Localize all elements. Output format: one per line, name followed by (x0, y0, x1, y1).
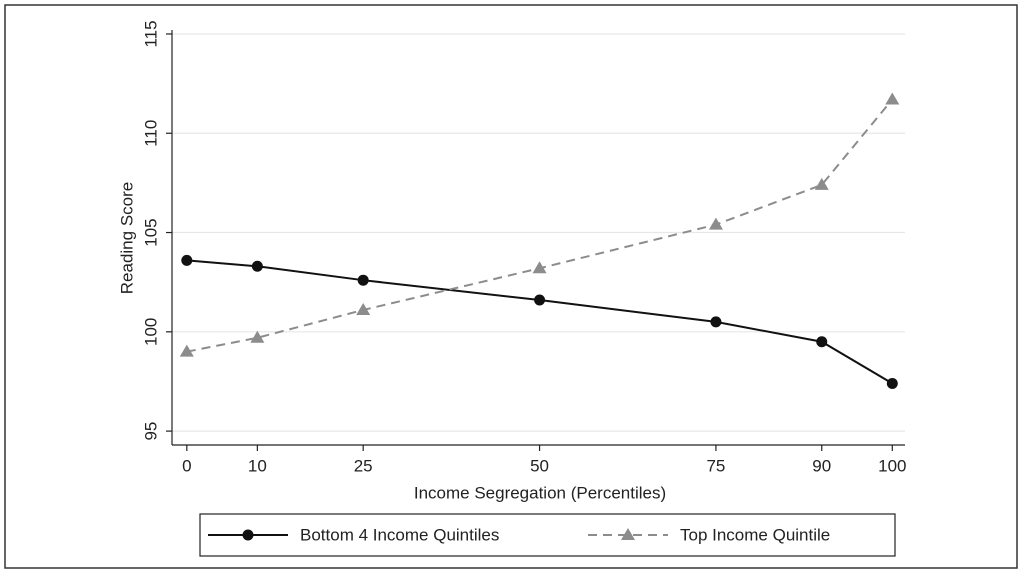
data-point (251, 260, 263, 272)
data-point (356, 302, 371, 315)
data-point (710, 316, 722, 328)
y-axis-label: Reading Score (117, 182, 136, 294)
y-tick-label: 115 (141, 20, 160, 47)
x-tick-label: 10 (248, 456, 267, 475)
data-point (250, 330, 265, 343)
y-tick-label: 100 (141, 318, 160, 346)
data-point (357, 274, 369, 286)
data-point (886, 377, 898, 389)
data-point (816, 336, 828, 348)
y-tick-label: 105 (141, 218, 160, 246)
data-point (814, 177, 829, 190)
data-point (708, 217, 723, 230)
x-tick-label: 100 (878, 456, 906, 475)
y-tick-label: 110 (141, 120, 160, 147)
data-point (534, 294, 546, 306)
legend-label: Top Income Quintile (680, 525, 830, 544)
legend-box (199, 513, 896, 557)
legend-label: Bottom 4 Income Quintiles (300, 525, 499, 544)
frame (4, 4, 1018, 569)
x-tick-label: 75 (706, 456, 725, 475)
x-tick-label: 0 (182, 456, 191, 475)
x-tick-label: 90 (812, 456, 831, 475)
data-point (532, 261, 547, 274)
y-tick-label: 95 (141, 422, 160, 441)
legend-marker (242, 529, 254, 541)
x-tick-label: 25 (354, 456, 373, 475)
legend-marker (621, 528, 635, 540)
x-tick-label: 50 (530, 456, 549, 475)
data-point (885, 92, 900, 105)
data-point (181, 254, 193, 266)
data-point (179, 344, 194, 357)
x-axis-label: Income Segregation (Percentiles) (414, 483, 666, 502)
